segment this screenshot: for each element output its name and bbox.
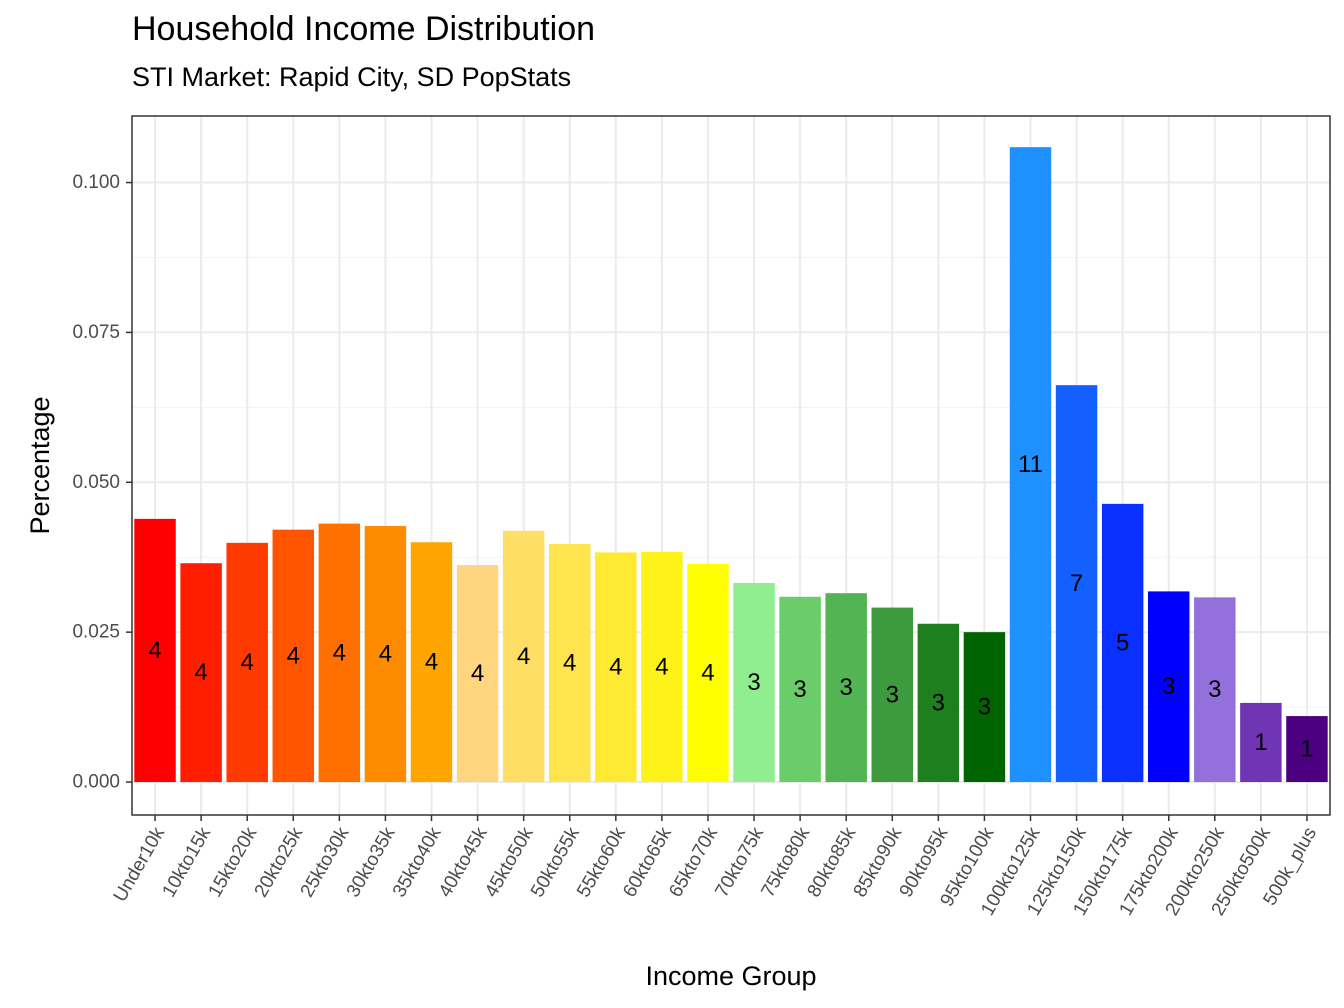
x-axis-ticks: Under10k10kto15k15kto20k20kto25k25kto30k… <box>110 815 1321 919</box>
bar <box>180 563 222 783</box>
y-tick-label: 0.075 <box>72 322 120 343</box>
bar <box>917 623 960 783</box>
bar <box>1286 716 1328 783</box>
bar-label: 7 <box>1070 570 1083 597</box>
bar-label: 4 <box>241 649 254 676</box>
bar <box>871 607 914 783</box>
bars <box>134 147 1328 783</box>
bar <box>1055 385 1098 783</box>
bar <box>456 565 499 783</box>
bar <box>687 563 729 783</box>
bar-label: 3 <box>1208 676 1221 703</box>
bar-label: 3 <box>793 676 806 703</box>
bar <box>134 518 176 783</box>
bar-label: 4 <box>563 650 576 677</box>
bar-label: 4 <box>609 654 622 681</box>
bar <box>1101 503 1144 783</box>
bar-label: 3 <box>886 681 899 708</box>
bar <box>502 530 545 783</box>
chart-subtitle: STI Market: Rapid City, SD PopStats <box>132 62 572 92</box>
bar-label: 4 <box>655 653 668 680</box>
bar <box>364 526 407 783</box>
bar-label: 3 <box>747 669 760 696</box>
bar <box>963 632 1006 783</box>
bar <box>733 582 775 783</box>
y-axis-title: Percentage <box>25 396 55 534</box>
y-tick-label: 0.000 <box>72 772 120 793</box>
bar-label: 3 <box>840 674 853 701</box>
plot-panel-border <box>131 115 1331 816</box>
bar-label: 4 <box>379 641 392 668</box>
bar <box>641 551 683 783</box>
bar <box>548 544 591 783</box>
y-tick-label: 0.025 <box>72 622 120 643</box>
bar-label: 3 <box>932 689 945 716</box>
bar-label: 1 <box>1300 736 1313 763</box>
bar-label: 3 <box>978 694 991 721</box>
bar-label: 1 <box>1254 729 1267 756</box>
bar-label: 11 <box>1018 451 1043 478</box>
bar-label: 3 <box>1162 673 1175 700</box>
bar <box>595 552 637 783</box>
bar <box>410 542 453 783</box>
y-axis-ticks: 0.000 0.025 0.050 0.075 0.100 <box>72 172 132 793</box>
bar <box>272 529 315 783</box>
bar <box>1009 147 1052 783</box>
y-tick-label: 0.100 <box>72 172 120 193</box>
bar <box>1194 597 1236 783</box>
x-axis-title: Income Group <box>645 961 816 991</box>
bar-label: 4 <box>517 643 530 670</box>
bar <box>1240 702 1282 783</box>
chart-title: Household Income Distribution <box>132 10 596 48</box>
bar <box>779 596 821 783</box>
bar <box>226 542 268 783</box>
bar <box>825 593 867 783</box>
bar <box>318 523 361 783</box>
bar-label: 4 <box>287 642 300 669</box>
bar <box>1147 591 1190 783</box>
bar-label: 4 <box>194 659 207 686</box>
bar-label: 4 <box>471 660 484 687</box>
bar-label: 4 <box>701 659 714 686</box>
bar-label: 5 <box>1116 629 1129 656</box>
x-tick-label: Under10k <box>110 823 170 905</box>
bar-label: 4 <box>333 639 346 666</box>
bar-label: 4 <box>148 637 161 664</box>
bar-label: 4 <box>425 649 438 676</box>
y-tick-label: 0.050 <box>72 472 120 493</box>
